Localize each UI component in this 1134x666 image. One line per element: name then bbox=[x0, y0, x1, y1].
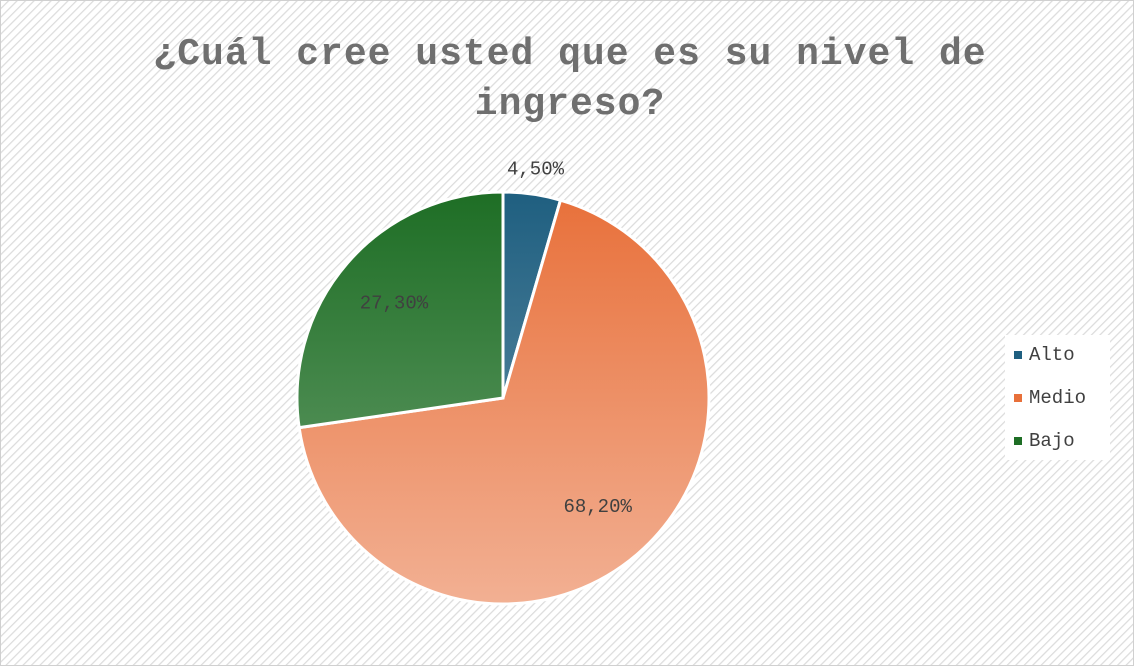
legend-label: Alto bbox=[1029, 344, 1075, 366]
chart-title: ¿Cuál cree usted que es su nivel de ingr… bbox=[153, 33, 987, 126]
data-label: 4,50% bbox=[507, 159, 565, 181]
legend-label: Medio bbox=[1029, 387, 1086, 409]
legend-swatch bbox=[1014, 394, 1022, 402]
legend-label: Bajo bbox=[1029, 430, 1075, 452]
pie-slice bbox=[295, 190, 505, 430]
legend-swatch bbox=[1014, 351, 1022, 359]
pie-slice bbox=[297, 198, 711, 606]
legend-box bbox=[1005, 335, 1110, 460]
legend-swatch bbox=[1014, 437, 1022, 445]
data-label: 68,20% bbox=[563, 496, 632, 518]
data-label: 27,30% bbox=[360, 293, 429, 315]
